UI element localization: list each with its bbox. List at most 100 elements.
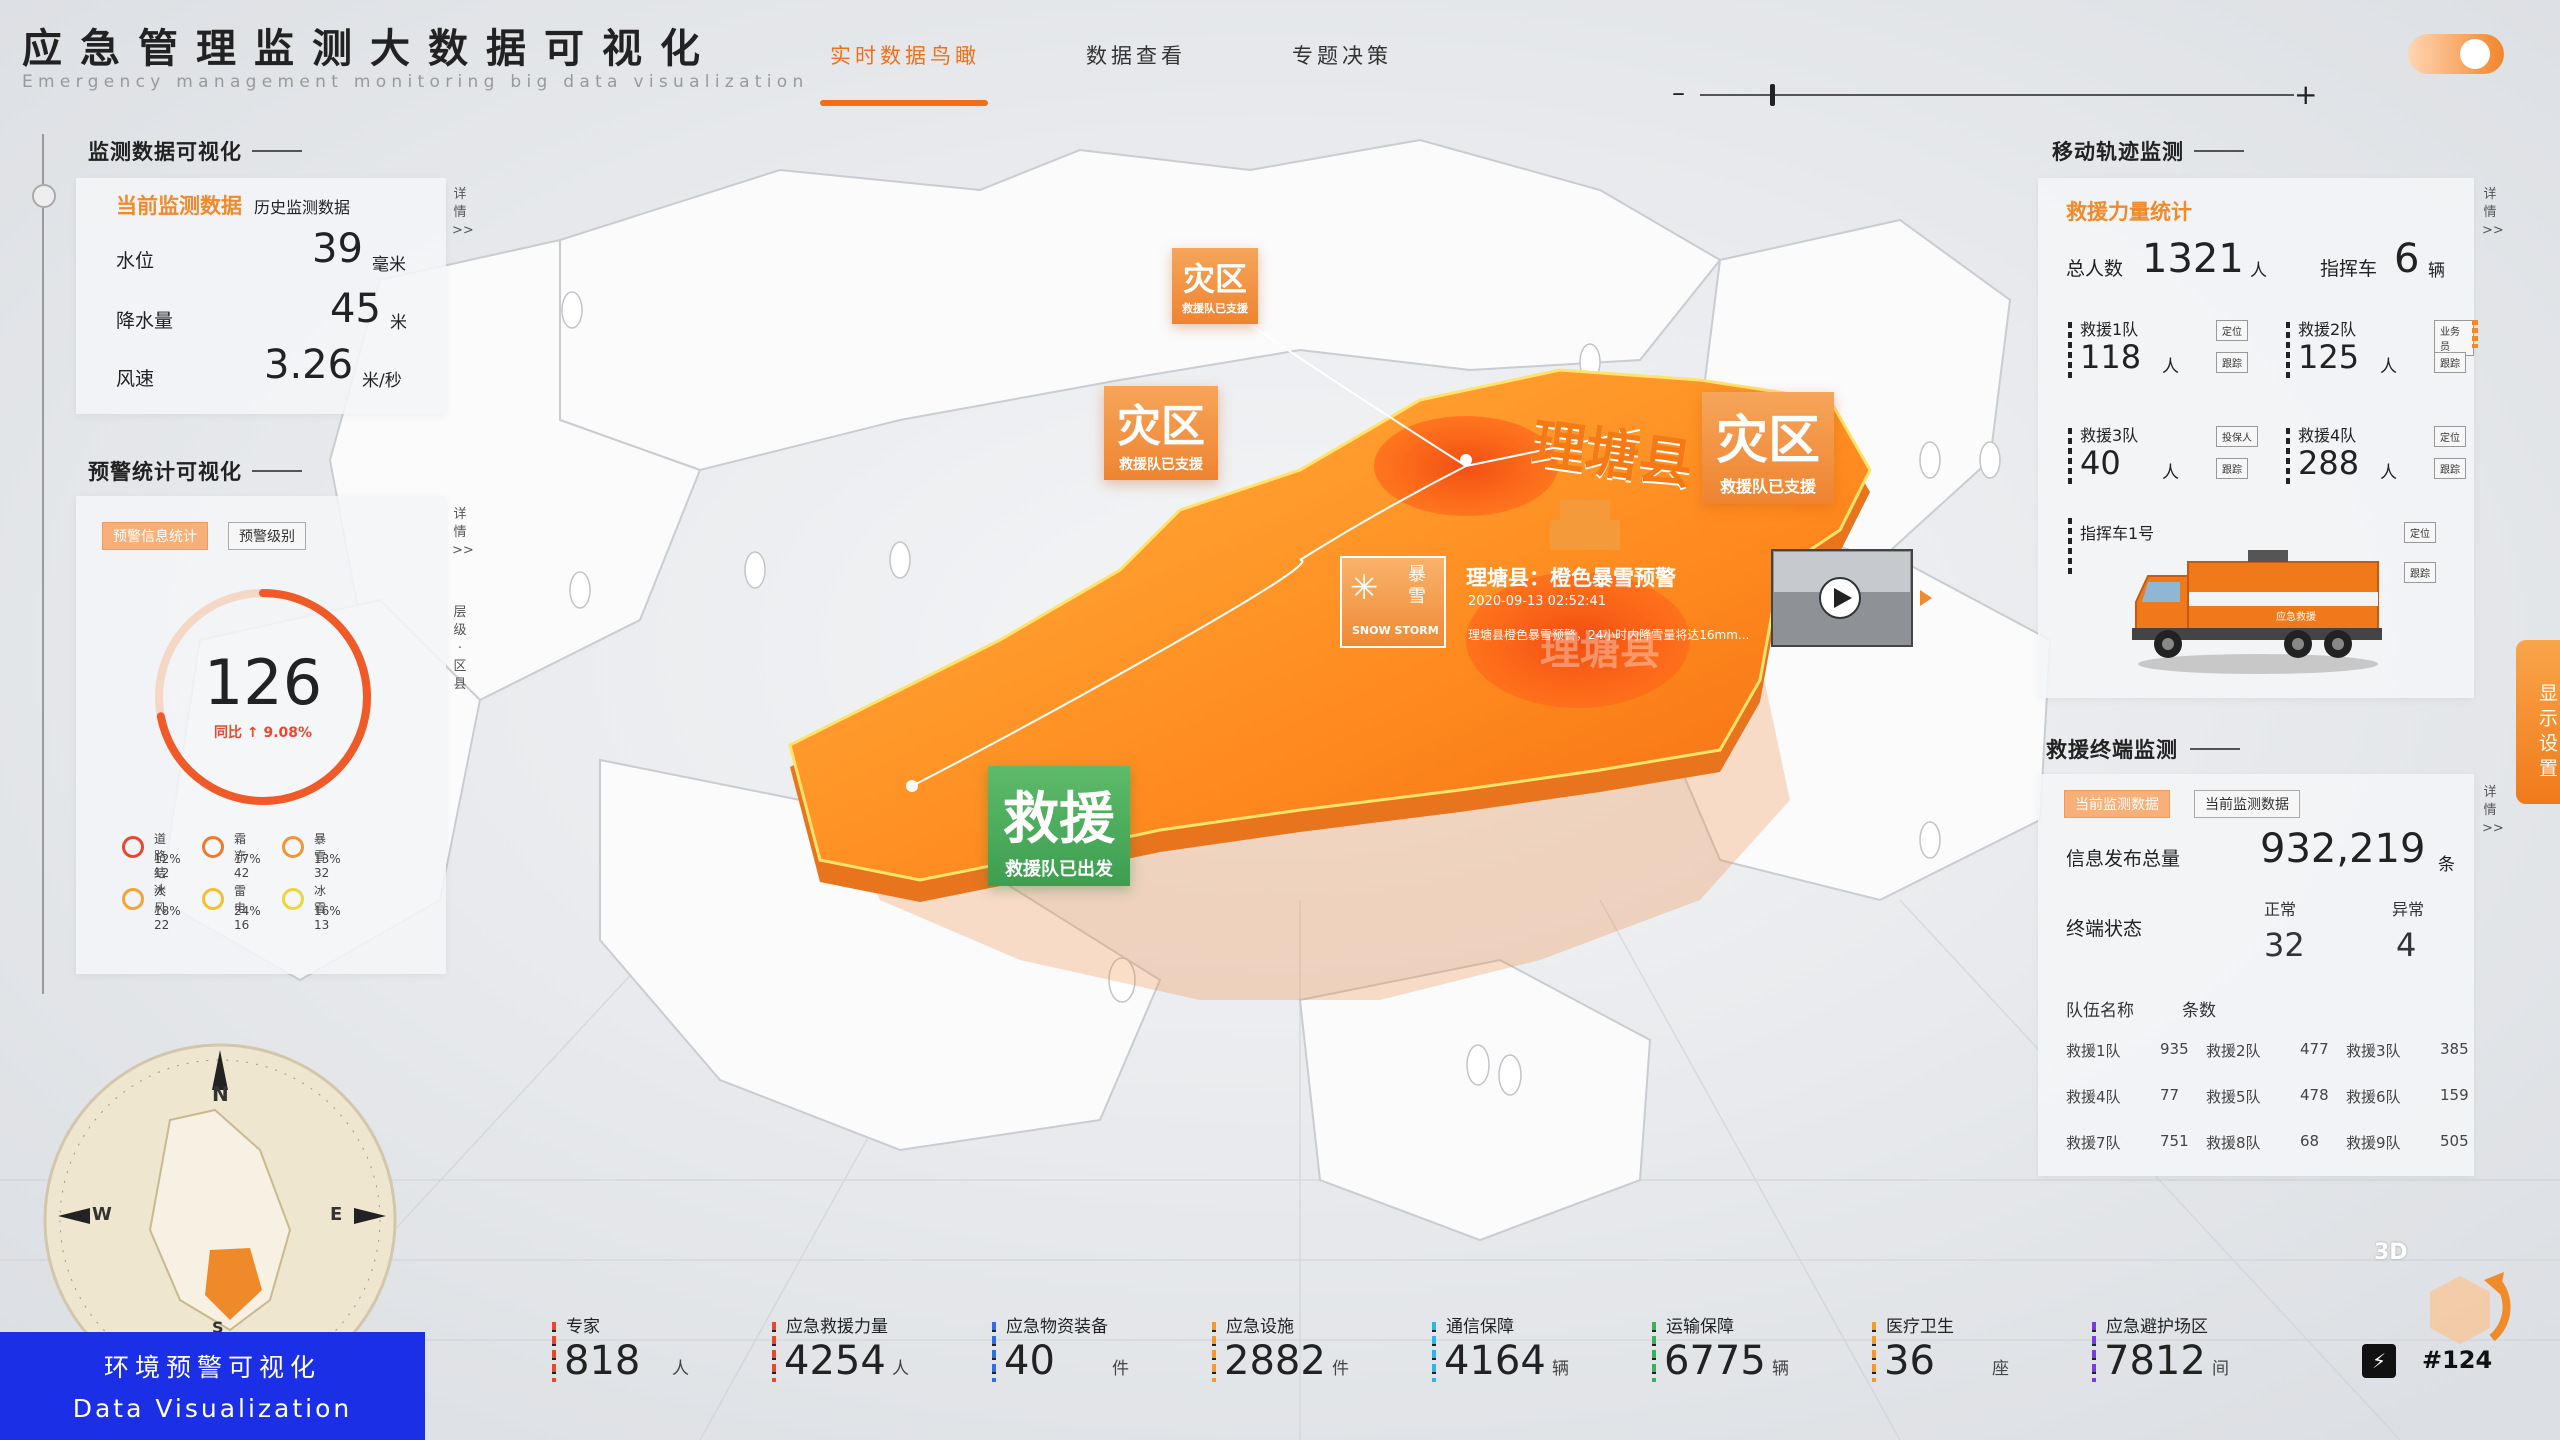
alert-time: 2020-09-13 02:52:41 xyxy=(1468,594,1607,609)
vehicle-locate-button[interactable]: 定位 xyxy=(2404,522,2436,543)
stat-name: 运输保障 xyxy=(1666,1317,1734,1337)
stat-value: 36 xyxy=(1884,1338,1935,1384)
team-track-button[interactable]: 跟踪 xyxy=(2216,458,2248,479)
team-unit: 人 xyxy=(2380,357,2397,377)
warning-item-stat: 13% 32 xyxy=(314,852,341,880)
vehicle-track-button[interactable]: 跟踪 xyxy=(2404,562,2436,583)
storm-marker[interactable]: ✳ 暴雪 SNOW STORM xyxy=(1340,556,1446,648)
zone-title: 灾区 xyxy=(1117,401,1205,452)
stat-value: 2882 xyxy=(1224,1338,1326,1384)
terminal-team-name: 救援6队 xyxy=(2346,1088,2401,1106)
stat-bar xyxy=(772,1322,776,1382)
stat-name: 医疗卫生 xyxy=(1886,1317,1954,1337)
team-value: 118 xyxy=(2080,338,2142,376)
terminal-team-name: 救援9队 xyxy=(2346,1134,2401,1152)
team-name: 救援3队 xyxy=(2080,426,2139,445)
mobile-detail-link[interactable]: 详情>> xyxy=(2482,187,2504,238)
team-unit: 人 xyxy=(2162,463,2179,483)
stat-name: 专家 xyxy=(566,1317,600,1337)
rainfall-value: 45 xyxy=(330,286,381,332)
monitor-section-title: 监测数据可视化 xyxy=(88,140,242,164)
team-locate-button[interactable]: 定位 xyxy=(2216,320,2248,341)
team-track-button[interactable]: 跟踪 xyxy=(2434,458,2466,479)
rail-handle[interactable] xyxy=(32,184,56,208)
command-truck-image xyxy=(2132,550,2382,674)
display-settings-tab[interactable]: 显示设置 xyxy=(2516,640,2560,804)
warning-ring-icon xyxy=(282,888,304,910)
vehicle-bar xyxy=(2068,518,2072,576)
disaster-zone-label[interactable]: 灾区 救援队已支援 xyxy=(1172,248,1258,324)
tab-history-monitor[interactable]: 历史监测数据 xyxy=(254,198,351,217)
stat-unit: 人 xyxy=(672,1359,689,1379)
tab-decision[interactable]: 专题决策 xyxy=(1292,44,1392,68)
stat-name: 通信保障 xyxy=(1446,1317,1514,1337)
stat-name: 应急救援力量 xyxy=(786,1317,888,1337)
team-value: 40 xyxy=(2080,444,2121,482)
stat-bar xyxy=(1212,1322,1216,1382)
team-track-button[interactable]: 跟踪 xyxy=(2216,352,2248,373)
terminal-detail-link[interactable]: 详情>> xyxy=(2482,785,2504,836)
team-track-button[interactable]: 跟踪 xyxy=(2434,352,2466,373)
terminal-team-name: 救援5队 xyxy=(2206,1088,2261,1106)
total-people-unit: 人 xyxy=(2250,261,2267,281)
publish-total-unit: 条 xyxy=(2438,855,2455,875)
warning-item-stat: 24% 16 xyxy=(234,904,261,932)
tab-current-monitor[interactable]: 当前监测数据 xyxy=(116,194,242,218)
disaster-zone-label[interactable]: 灾区 救援队已支援 xyxy=(1702,392,1834,504)
warning-ring-icon xyxy=(122,888,144,910)
terminal-team-count: 751 xyxy=(2160,1132,2189,1150)
view-3d-label[interactable]: 3D xyxy=(2374,1240,2408,1265)
env-warning-box[interactable]: 环境预警可视化 Data Visualization xyxy=(0,1332,425,1440)
zoom-slider-handle[interactable] xyxy=(1770,84,1775,106)
stat-bar xyxy=(1432,1322,1436,1382)
stat-unit: 辆 xyxy=(1552,1359,1569,1379)
zoom-slider-track[interactable] xyxy=(1700,94,2294,96)
terminal-team-name: 救援4队 xyxy=(2066,1088,2121,1106)
monitor-detail-link[interactable]: 详情>> xyxy=(452,187,474,238)
disaster-zone-label[interactable]: 灾区 救援队已支援 xyxy=(1104,386,1218,480)
warning-ring-icon xyxy=(202,836,224,858)
tab-terminal-current[interactable]: 当前监测数据 xyxy=(2064,790,2170,818)
terminal-team-count: 68 xyxy=(2300,1132,2320,1150)
warning-ring-icon xyxy=(122,836,144,858)
zoom-out-button[interactable]: – xyxy=(1672,78,1685,108)
truck-label: 应急救援 xyxy=(2276,612,2316,623)
terminal-team-count: 77 xyxy=(2160,1086,2180,1104)
rescue-title: 救援 xyxy=(1003,787,1115,852)
wind-speed-unit: 米/秒 xyxy=(362,371,402,391)
toggle-knob xyxy=(2460,39,2490,69)
stat-value: 818 xyxy=(564,1338,641,1384)
warning-item-name: 霜冻 xyxy=(234,832,247,863)
team-locate-button[interactable]: 定位 xyxy=(2434,426,2466,447)
team-locate-button[interactable]: 投保人 xyxy=(2216,426,2258,447)
scroll-marker xyxy=(2472,320,2478,348)
publish-total-value: 932,219 xyxy=(2260,826,2426,872)
total-people-value: 1321 xyxy=(2142,236,2244,282)
tab-terminal-current-2[interactable]: 当前监测数据 xyxy=(2194,790,2300,818)
rescue-label[interactable]: 救援 救援队已出发 xyxy=(988,766,1130,886)
warning-item-stat: 16% 13 xyxy=(314,904,341,932)
tab-warning-level[interactable]: 预警级别 xyxy=(228,522,306,550)
team-locate-button[interactable]: 业务员 xyxy=(2434,320,2474,356)
team-value: 125 xyxy=(2298,338,2360,376)
tab-realtime[interactable]: 实时数据鸟瞰 xyxy=(830,44,980,68)
tab-warning-info[interactable]: 预警信息统计 xyxy=(102,522,208,550)
alert-text: 理塘县橙色暴雪预警，24小时内降雪量将达16mm... xyxy=(1468,628,1750,642)
section-line xyxy=(2194,150,2244,152)
tab-data-view[interactable]: 数据查看 xyxy=(1086,44,1186,68)
theme-toggle[interactable] xyxy=(2408,34,2504,74)
3d-cube-icon[interactable] xyxy=(2400,1262,2518,1358)
video-play-button[interactable] xyxy=(1772,550,1912,646)
zoom-in-button[interactable]: + xyxy=(2294,78,2318,111)
stat-unit: 间 xyxy=(2212,1359,2229,1379)
team-name: 救援1队 xyxy=(2080,320,2139,339)
warning-gauge xyxy=(155,589,371,805)
terminal-team-count: 478 xyxy=(2300,1086,2329,1104)
snowflake-icon: ✳ xyxy=(1350,568,1379,608)
level-region-link[interactable]: 层级·区县 xyxy=(453,605,467,692)
team-unit: 人 xyxy=(2380,463,2397,483)
warning-detail-link[interactable]: 详情>> xyxy=(452,507,474,558)
normal-value: 32 xyxy=(2264,926,2305,964)
stat-bar xyxy=(552,1322,556,1382)
terminal-section-title: 救援终端监测 xyxy=(2046,738,2178,762)
